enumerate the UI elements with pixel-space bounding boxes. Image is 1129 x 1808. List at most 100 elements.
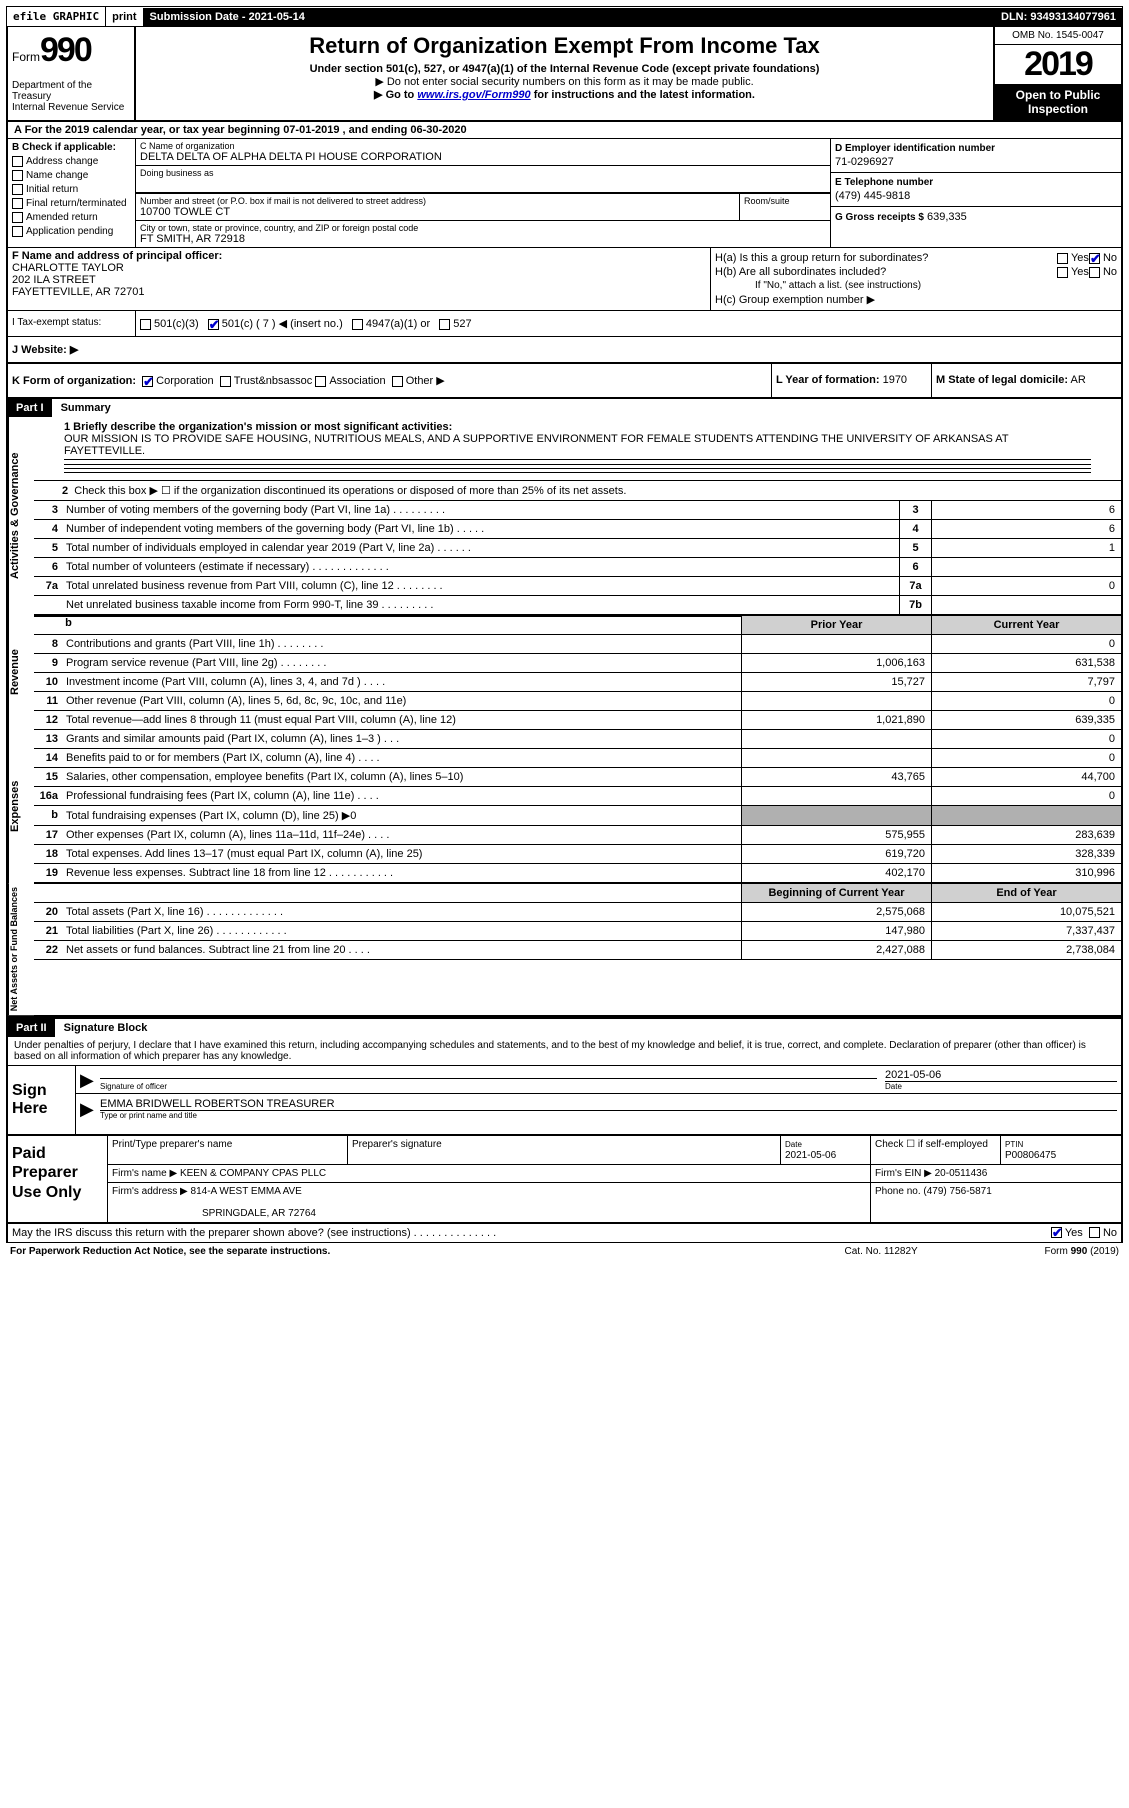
- status-label: I Tax-exempt status:: [8, 311, 136, 336]
- part2-label: Part II: [8, 1019, 55, 1037]
- discuss-no[interactable]: [1089, 1227, 1100, 1238]
- section-l: L Year of formation: 1970: [771, 364, 931, 397]
- hc-label: H(c) Group exemption number ▶: [715, 293, 1117, 306]
- ein-label: D Employer identification number: [835, 143, 1117, 154]
- instructions-link[interactable]: www.irs.gov/Form990: [417, 89, 530, 101]
- form-number: 990: [40, 31, 91, 69]
- addr-label: Number and street (or P.O. box if mail i…: [140, 196, 735, 206]
- officer-street: 202 ILA STREET: [12, 274, 706, 286]
- sig-date: 2021-05-06: [885, 1069, 1117, 1082]
- note-ssn: ▶ Do not enter social security numbers o…: [138, 75, 991, 88]
- omb-cell: OMB No. 1545-0047 2019 Open to Public In…: [995, 27, 1121, 120]
- date-label: Date: [885, 1082, 1117, 1091]
- section-k: K Form of organization: Corporation Trus…: [8, 364, 771, 397]
- title-block: Form990 Department of the Treasury Inter…: [6, 27, 1123, 122]
- cb-501c3[interactable]: [140, 319, 151, 330]
- check-pending[interactable]: Application pending: [12, 225, 131, 239]
- paid-preparer-label: Paid Preparer Use Only: [8, 1136, 108, 1222]
- firm-name: KEEN & COMPANY CPAS PLLC: [180, 1168, 326, 1179]
- check-name[interactable]: Name change: [12, 169, 131, 183]
- cat-no: Cat. No. 11282Y: [845, 1246, 1045, 1257]
- summary-exp: Expenses 13Grants and similar amounts pa…: [6, 730, 1123, 883]
- cb-527[interactable]: [439, 319, 450, 330]
- status-options: 501(c)(3) 501(c) ( 7 ) ◀ (insert no.) 49…: [136, 311, 1121, 336]
- prep-sig-label: Preparer's signature: [348, 1136, 781, 1164]
- discuss-yes[interactable]: [1051, 1227, 1062, 1238]
- ein-value: 71-0296927: [835, 154, 1117, 168]
- cb-4947[interactable]: [352, 319, 363, 330]
- col-prior: Prior Year: [741, 616, 931, 634]
- section-f: F Name and address of principal officer:…: [8, 248, 711, 310]
- dba-label: Doing business as: [140, 168, 826, 178]
- table-row: bTotal fundraising expenses (Part IX, co…: [34, 806, 1121, 826]
- sign-here-block: Sign Here ▶ Signature of officer 2021-05…: [8, 1065, 1121, 1134]
- part2-header: Part II Signature Block: [6, 1017, 1123, 1037]
- print-button[interactable]: print: [106, 8, 143, 26]
- table-row: 5Total number of individuals employed in…: [34, 539, 1121, 558]
- firm-ein: 20-0511436: [935, 1168, 988, 1179]
- section-m: M State of legal domicile: AR: [931, 364, 1121, 397]
- open-public: Open to Public Inspection: [995, 84, 1121, 120]
- col-current: Current Year: [931, 616, 1121, 634]
- dept-treasury: Department of the Treasury Internal Reve…: [12, 80, 130, 113]
- table-row: 6Total number of volunteers (estimate if…: [34, 558, 1121, 577]
- ptin: P00806475: [1005, 1150, 1056, 1161]
- firm-phone: (479) 756-5871: [923, 1186, 991, 1197]
- hb-yes[interactable]: [1057, 267, 1068, 278]
- table-row: 14Benefits paid to or for members (Part …: [34, 749, 1121, 768]
- summary-net: Net Assets or Fund Balances Beginning of…: [6, 883, 1123, 1017]
- table-row: 7aTotal unrelated business revenue from …: [34, 577, 1121, 596]
- top-bar: efile GRAPHIC print Submission Date - 20…: [6, 6, 1123, 27]
- side-net: Net Assets or Fund Balances: [8, 883, 34, 1015]
- table-row: 22Net assets or fund balances. Subtract …: [34, 941, 1121, 960]
- table-row: 4Number of independent voting members of…: [34, 520, 1121, 539]
- part1-title: Summary: [55, 399, 117, 417]
- cb-corp[interactable]: [142, 376, 153, 387]
- self-employed[interactable]: Check ☐ if self-employed: [871, 1136, 1001, 1164]
- status-row: I Tax-exempt status: 501(c)(3) 501(c) ( …: [6, 311, 1123, 337]
- table-row: 10Investment income (Part VIII, column (…: [34, 673, 1121, 692]
- submission-date: Submission Date - 2021-05-14: [144, 8, 995, 26]
- info-grid: B Check if applicable: Address change Na…: [6, 139, 1123, 248]
- table-row: 17Other expenses (Part IX, column (A), l…: [34, 826, 1121, 845]
- org-name: DELTA DELTA OF ALPHA DELTA PI HOUSE CORP…: [140, 151, 826, 163]
- part2-title: Signature Block: [58, 1019, 154, 1037]
- cb-trust[interactable]: [220, 376, 231, 387]
- officer-name-title: EMMA BRIDWELL ROBERTSON TREASURER: [100, 1098, 1117, 1111]
- table-row: 19Revenue less expenses. Subtract line 1…: [34, 864, 1121, 883]
- side-ag: Activities & Governance: [8, 417, 34, 615]
- addr-street: 10700 TOWLE CT: [140, 206, 735, 218]
- note-link: ▶ Go to www.irs.gov/Form990 for instruct…: [138, 88, 991, 101]
- officer-name: CHARLOTTE TAYLOR: [12, 262, 706, 274]
- officer-h-row: F Name and address of principal officer:…: [6, 248, 1123, 311]
- cb-501c[interactable]: [208, 319, 219, 330]
- ha-no[interactable]: [1089, 253, 1100, 264]
- suite-label: Room/suite: [744, 196, 826, 206]
- prep-date: 2021-05-06: [785, 1150, 836, 1161]
- form-990-footer: Form 990 (2019): [1045, 1246, 1119, 1257]
- ha-yes[interactable]: [1057, 253, 1068, 264]
- table-row: 9Program service revenue (Part VIII, lin…: [34, 654, 1121, 673]
- paperwork-notice: For Paperwork Reduction Act Notice, see …: [10, 1246, 845, 1257]
- check-addr[interactable]: Address change: [12, 155, 131, 169]
- table-row: 13Grants and similar amounts paid (Part …: [34, 730, 1121, 749]
- cb-other[interactable]: [392, 376, 403, 387]
- section-j: J Website: ▶: [6, 337, 1123, 364]
- mission-text: OUR MISSION IS TO PROVIDE SAFE HOUSING, …: [64, 433, 1091, 460]
- check-final[interactable]: Final return/terminated: [12, 197, 131, 211]
- hb-no[interactable]: [1089, 267, 1100, 278]
- check-initial[interactable]: Initial return: [12, 183, 131, 197]
- footer-row: For Paperwork Reduction Act Notice, see …: [6, 1242, 1123, 1260]
- line2-text: Check this box ▶ ☐ if the organization d…: [74, 485, 626, 497]
- k-l-m-row: K Form of organization: Corporation Trus…: [6, 364, 1123, 399]
- table-row: 18Total expenses. Add lines 13–17 (must …: [34, 845, 1121, 864]
- cb-assoc[interactable]: [315, 376, 326, 387]
- check-amended[interactable]: Amended return: [12, 211, 131, 225]
- firm-city: SPRINGDALE, AR 72764: [112, 1208, 316, 1219]
- city-label: City or town, state or province, country…: [140, 223, 826, 233]
- sign-arrow-icon: ▶: [80, 1070, 100, 1091]
- phone-value-e: (479) 445-9818: [835, 188, 1117, 202]
- mission-block: 1 Briefly describe the organization's mi…: [34, 417, 1121, 481]
- officer-label: F Name and address of principal officer:: [12, 250, 706, 262]
- form-label: Form: [12, 50, 40, 64]
